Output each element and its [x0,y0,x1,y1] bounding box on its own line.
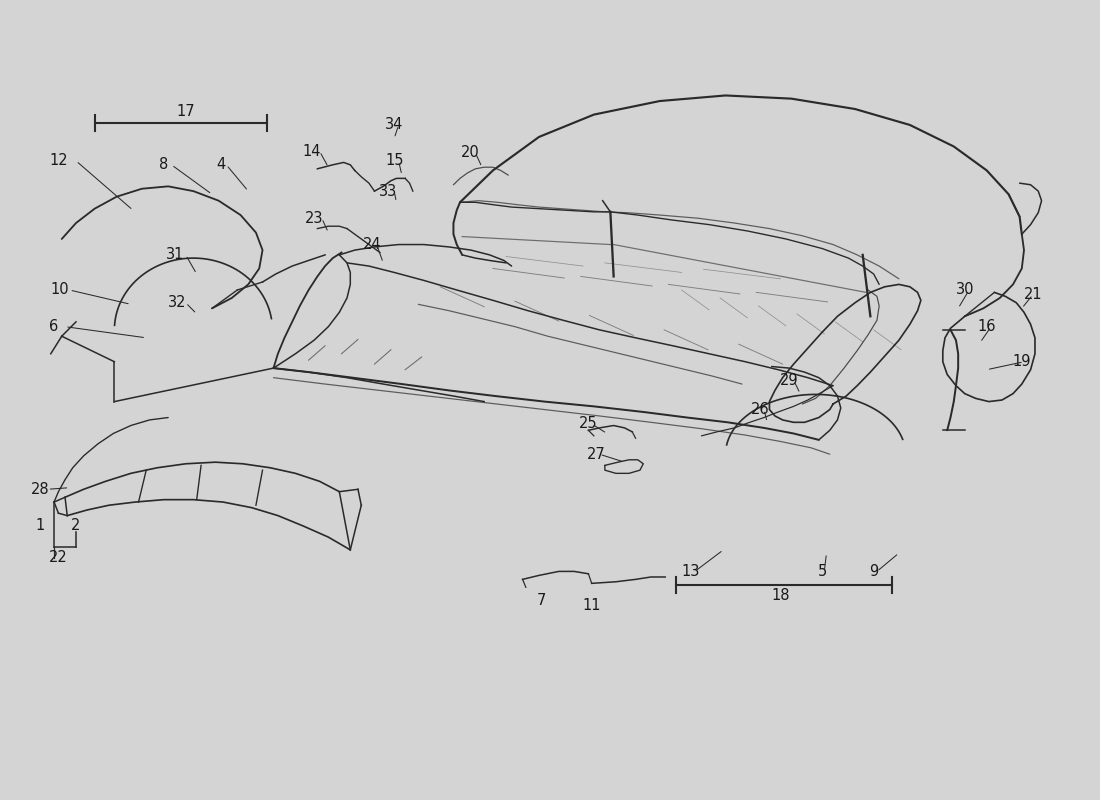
Text: 34: 34 [385,118,404,133]
Text: 7: 7 [537,594,546,608]
Text: 16: 16 [978,319,996,334]
Text: 18: 18 [771,588,790,603]
Text: 31: 31 [166,247,184,262]
Text: 20: 20 [461,146,480,160]
Text: 11: 11 [582,598,601,613]
Text: 33: 33 [378,184,397,198]
Text: 12: 12 [50,154,68,168]
Text: 26: 26 [751,402,770,417]
Text: 21: 21 [1023,287,1042,302]
Text: 14: 14 [302,144,321,158]
Text: 29: 29 [780,373,799,387]
Text: 19: 19 [1013,354,1031,370]
Text: 24: 24 [363,237,382,252]
Text: 10: 10 [51,282,69,298]
Text: 8: 8 [160,158,168,172]
Text: 2: 2 [72,518,80,534]
Text: 28: 28 [31,482,50,497]
Text: 15: 15 [385,154,404,168]
Text: 9: 9 [869,564,878,579]
Text: 27: 27 [586,446,605,462]
Text: 4: 4 [217,158,226,172]
Text: 22: 22 [50,550,68,566]
Text: 32: 32 [167,295,186,310]
Text: 1: 1 [35,518,44,534]
Text: 6: 6 [50,319,58,334]
Text: 17: 17 [176,104,195,119]
Text: 5: 5 [817,564,827,579]
Text: 25: 25 [579,417,597,431]
Text: 23: 23 [305,210,323,226]
Text: 13: 13 [681,564,700,579]
Text: 30: 30 [956,282,974,298]
